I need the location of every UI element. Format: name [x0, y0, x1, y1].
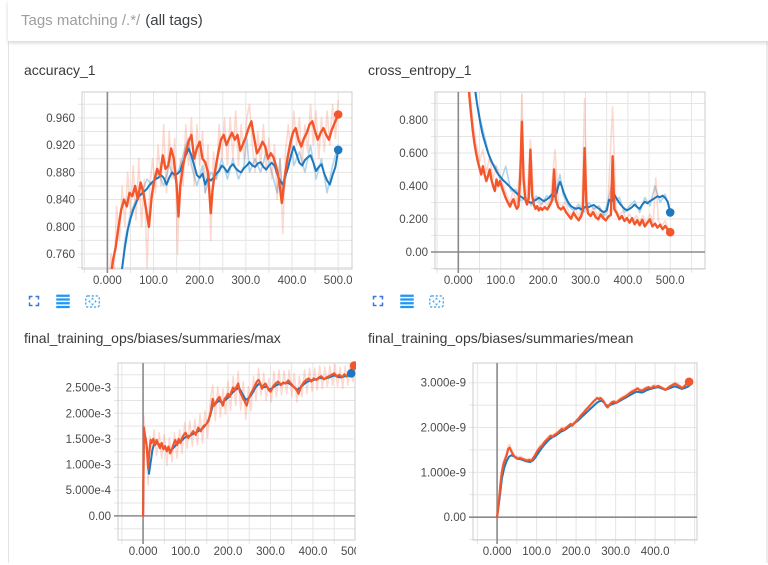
svg-text:500.0: 500.0: [341, 546, 356, 558]
expand-chart-button[interactable]: [369, 291, 389, 311]
svg-text:400.0: 400.0: [641, 546, 670, 558]
tag-filter-all-tags-label: (all tags): [145, 12, 203, 29]
scalar-chart-card-biases-mean: final_training_ops/biases/summaries/mean…: [368, 328, 698, 565]
svg-text:0.00: 0.00: [406, 247, 428, 259]
svg-text:300.0: 300.0: [256, 546, 285, 558]
fit-domain-icon: [429, 294, 444, 308]
svg-text:0.760: 0.760: [46, 249, 75, 261]
svg-text:0.800: 0.800: [399, 115, 428, 127]
svg-text:400.0: 400.0: [299, 546, 328, 558]
toggle-y-axis-button[interactable]: [54, 291, 74, 311]
svg-text:2.000e-9: 2.000e-9: [421, 423, 466, 435]
fit-domain-icon: [85, 294, 100, 308]
svg-text:0.000: 0.000: [483, 546, 512, 558]
svg-text:1.500e-3: 1.500e-3: [66, 434, 111, 446]
svg-text:0.400: 0.400: [399, 181, 428, 193]
svg-text:300.0: 300.0: [601, 546, 630, 558]
svg-text:0.000: 0.000: [129, 546, 158, 558]
svg-text:500.0: 500.0: [324, 275, 353, 287]
svg-text:0.800: 0.800: [46, 222, 75, 234]
svg-text:1.000e-3: 1.000e-3: [66, 460, 111, 472]
fit-domain-button[interactable]: [83, 291, 103, 311]
svg-text:0.000: 0.000: [93, 275, 122, 287]
expand-chart-button[interactable]: [25, 291, 45, 311]
svg-text:100.0: 100.0: [486, 275, 515, 287]
svg-text:300.0: 300.0: [571, 275, 600, 287]
tag-filter-bar: Tags matching /.*/(all tags): [8, 0, 768, 41]
expand-icon: [28, 295, 40, 307]
chart-title-cross-entropy: cross_entropy_1: [368, 62, 472, 78]
tag-filter-placeholder: Tags matching /.*/: [21, 12, 141, 29]
svg-text:100.0: 100.0: [139, 275, 168, 287]
svg-text:200.0: 200.0: [185, 275, 214, 287]
svg-text:3.000e-9: 3.000e-9: [421, 378, 466, 390]
cross-entropy-chart[interactable]: 0.00 0.200 0.400 0.600 0.800 0.000 100.0 200.0 3…: [368, 88, 708, 288]
svg-text:100.0: 100.0: [171, 546, 200, 558]
svg-text:0.600: 0.600: [399, 148, 428, 160]
svg-text:500.0: 500.0: [656, 275, 685, 287]
chart-toolbar: [25, 291, 354, 311]
biases-max-chart[interactable]: 0.00 5.000e-4 1.000e-3 1.500e-3 2.000e-3 2.50…: [24, 354, 356, 565]
svg-text:100.0: 100.0: [522, 546, 551, 558]
svg-text:5.000e-4: 5.000e-4: [66, 485, 112, 497]
chart-toolbar: [369, 291, 708, 311]
svg-text:1.000e-9: 1.000e-9: [421, 467, 466, 479]
svg-text:0.880: 0.880: [46, 167, 75, 179]
svg-text:400.0: 400.0: [614, 275, 643, 287]
tag-filter-input[interactable]: Tags matching /.*/(all tags): [21, 12, 768, 29]
svg-text:200.0: 200.0: [214, 546, 243, 558]
svg-text:0.920: 0.920: [46, 140, 75, 152]
left-divider: [8, 0, 9, 563]
chart-title-accuracy: accuracy_1: [24, 62, 96, 78]
svg-text:0.00: 0.00: [444, 512, 466, 524]
scalar-chart-card-accuracy: accuracy_1 0.760 0.800 0.840 0.880 0.920 0.96…: [24, 60, 354, 311]
right-edge: [766, 0, 768, 563]
scalar-chart-card-biases-max: final_training_ops/biases/summaries/max …: [24, 328, 356, 565]
svg-text:0.840: 0.840: [46, 195, 75, 207]
svg-text:0.000: 0.000: [444, 275, 473, 287]
expand-icon: [372, 295, 384, 307]
svg-text:0.00: 0.00: [89, 511, 111, 523]
svg-text:200.0: 200.0: [562, 546, 591, 558]
toggle-y-axis-icon: [400, 294, 414, 309]
svg-text:0.200: 0.200: [399, 214, 428, 226]
svg-text:2.000e-3: 2.000e-3: [66, 408, 111, 420]
chart-title-biases-mean: final_training_ops/biases/summaries/mean: [368, 330, 634, 346]
toggle-y-axis-icon: [56, 294, 70, 309]
svg-text:2.500e-3: 2.500e-3: [66, 383, 111, 395]
svg-text:300.0: 300.0: [231, 275, 260, 287]
toggle-y-axis-button[interactable]: [398, 291, 418, 311]
svg-text:400.0: 400.0: [278, 275, 307, 287]
scalar-chart-card-cross-entropy: cross_entropy_1 0.00 0.200 0.400 0.600 0.800…: [368, 60, 708, 311]
biases-mean-chart[interactable]: 0.00 1.000e-9 2.000e-9 3.000e-9 0.000 100.0 20…: [368, 354, 698, 565]
chart-title-biases-max: final_training_ops/biases/summaries/max: [24, 330, 281, 346]
svg-text:0.960: 0.960: [46, 113, 75, 125]
accuracy-chart[interactable]: 0.760 0.800 0.840 0.880 0.920 0.960 0.000 100.0…: [24, 88, 354, 288]
svg-text:200.0: 200.0: [529, 275, 558, 287]
fit-domain-button[interactable]: [427, 291, 447, 311]
